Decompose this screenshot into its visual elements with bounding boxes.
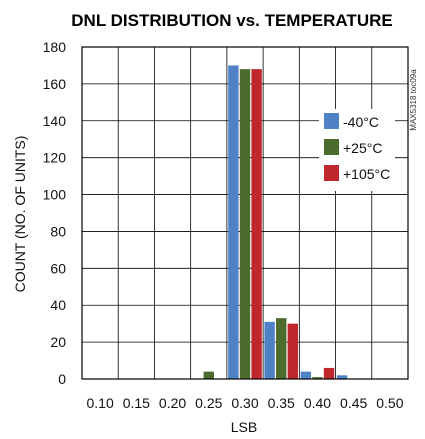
y-tick-label: 40 [50,297,66,313]
chart-title: DNL DISTRIBUTION vs. TEMPERATURE [71,11,392,30]
y-tick-label: 160 [43,76,67,92]
y-tick-label: 80 [50,223,66,239]
bar [228,65,239,379]
x-tick-labels: 0.10 0.15 0.20 0.25 0.30 0.35 0.40 0.45 0.50 [86,395,403,411]
x-tick-label: 0.20 [159,395,186,411]
bars [203,65,348,379]
bar [264,321,275,379]
y-tick-label: 100 [43,187,67,203]
bar [276,318,287,379]
y-axis-label: COUNT (NO. OF UNITS) [12,136,28,293]
legend-label: +25°C [343,140,382,156]
bar [251,69,262,379]
legend-swatch [324,113,339,129]
y-tick-label: 180 [43,39,67,55]
x-tick-label: 0.30 [231,395,258,411]
legend-swatch [324,139,339,155]
legend-label: +105°C [343,166,390,182]
x-tick-label: 0.25 [195,395,222,411]
legend-swatch [324,165,339,181]
chart-id-annotation: MAX5318 toc09a [409,69,418,131]
bar [300,371,312,379]
x-tick-label: 0.45 [340,395,367,411]
y-tick-label: 20 [50,334,66,350]
bar [312,377,323,379]
y-tick-label: 120 [43,150,67,166]
legend-label: -40°C [343,114,379,130]
y-tick-label: 60 [50,260,66,276]
y-tick-labels: 0 20 40 60 80 100 120 140 160 180 [43,39,67,387]
bar [203,371,214,379]
bar [287,323,299,379]
legend: -40°C +25°C +105°C [319,109,395,191]
x-tick-label: 0.10 [86,395,113,411]
y-tick-label: 0 [58,371,66,387]
x-tick-label: 0.40 [304,395,331,411]
x-tick-label: 0.50 [376,395,403,411]
bar [323,367,335,379]
bar [336,375,348,379]
y-tick-label: 140 [43,113,67,129]
x-tick-label: 0.35 [268,395,295,411]
plot-frame [81,46,409,380]
bar [239,69,251,379]
x-tick-label: 0.15 [123,395,150,411]
x-axis-label: LSB [231,419,257,435]
